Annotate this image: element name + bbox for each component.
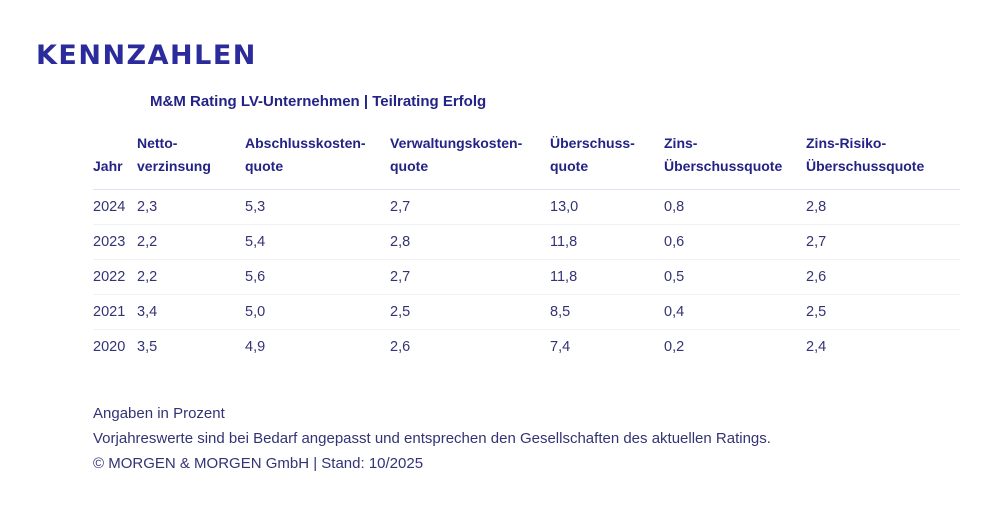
kennzahlen-table: Jahr Netto-verzinsung Abschlusskosten-qu… — [93, 132, 960, 365]
cell-value: 2,7 — [806, 234, 827, 250]
column-header-jahr: Jahr — [93, 158, 123, 174]
cell-value: 3,5 — [137, 339, 158, 356]
table-row-2022: 2022 2,2 5,6 2,7 11,8 0,5 2,6 — [93, 260, 960, 295]
cell-value: 2,4 — [806, 339, 827, 356]
cell-value: 2,3 — [137, 199, 158, 215]
cell-value: 2,5 — [806, 304, 827, 320]
cell-value: 2,7 — [390, 269, 411, 285]
column-header-zins-risiko-ueberschussquote: Zins-Risiko- Überschussquote — [806, 135, 925, 174]
table-header-row: Jahr Netto-verzinsung Abschlusskosten-qu… — [93, 132, 960, 190]
cell-value: 2,6 — [806, 269, 827, 285]
copyright-note: © MORGEN & MORGEN GmbH | Stand: 10/2025 — [93, 455, 424, 472]
cell-value: 3,4 — [137, 304, 158, 320]
cell-value: 13,0 — [550, 199, 579, 215]
cell-value: 0,4 — [664, 304, 685, 320]
cell-value: 0,2 — [664, 339, 685, 356]
cell-value: 2,2 — [137, 234, 158, 250]
cell-value: 2,7 — [390, 199, 411, 215]
kennzahlen-table-container: Jahr Netto-verzinsung Abschlusskosten-qu… — [93, 132, 960, 365]
cell-value: 2,2 — [137, 269, 158, 285]
cell-jahr: 2022 — [93, 269, 126, 285]
cell-value: 5,0 — [245, 304, 266, 320]
table-subtitle: M&M Rating LV-Unternehmen | Teilrating E… — [150, 93, 487, 110]
cell-value: 2,8 — [390, 234, 411, 250]
cell-value: 5,4 — [245, 234, 266, 250]
cell-value: 11,8 — [550, 234, 578, 250]
cell-value: 2,8 — [806, 199, 827, 215]
cell-jahr: 2020 — [93, 339, 126, 356]
column-header-verwaltungskostenquote: Verwaltungskosten-quote — [390, 135, 523, 174]
cell-value: 2,6 — [390, 339, 411, 356]
cell-value: 7,4 — [550, 339, 571, 356]
adjustment-note: Vorjahreswerte sind bei Bedarf angepasst… — [93, 430, 771, 447]
cell-value: 5,3 — [245, 199, 266, 215]
cell-value: 0,5 — [664, 269, 685, 285]
column-header-ueberschussquote: Überschuss-quote — [550, 135, 635, 174]
cell-jahr: 2021 — [93, 304, 126, 320]
cell-value: 0,8 — [664, 199, 685, 215]
column-header-zins-ueberschussquote: Zins- Überschussquote — [664, 135, 783, 174]
table-row-2020: 2020 3,5 4,9 2,6 7,4 0,2 2,4 — [93, 330, 960, 365]
column-header-nettoverzinsung: Netto-verzinsung — [137, 135, 211, 174]
table-row-2021: 2021 3,4 5,0 2,5 8,5 0,4 2,5 — [93, 295, 960, 330]
cell-value: 8,5 — [550, 304, 571, 320]
cell-jahr: 2024 — [93, 199, 126, 215]
table-row-2023: 2023 2,2 5,4 2,8 11,8 0,6 2,7 — [93, 225, 960, 260]
cell-value: 2,5 — [390, 304, 411, 320]
table-row-2024: 2024 2,3 5,3 2,7 13,0 0,8 2,8 — [93, 190, 960, 225]
column-header-abschlusskostenquote: Abschlusskosten-quote — [245, 135, 366, 174]
cell-value: 11,8 — [550, 269, 578, 285]
cell-value: 4,9 — [245, 339, 266, 356]
cell-value: 0,6 — [664, 234, 685, 250]
unit-note: Angaben in Prozent — [93, 405, 225, 422]
footnotes: Angaben in Prozent Vorjahreswerte sind b… — [93, 401, 771, 476]
cell-jahr: 2023 — [93, 234, 126, 250]
page-title: KENNZAHLEN — [36, 40, 257, 71]
cell-value: 5,6 — [245, 269, 266, 285]
